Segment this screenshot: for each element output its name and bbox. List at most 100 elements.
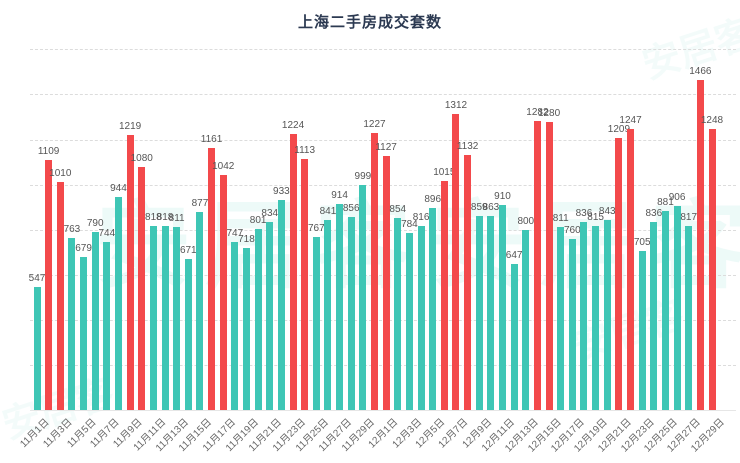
bar-value-label: 815 [587, 212, 604, 224]
bar-value-label: 877 [191, 198, 209, 210]
bar-value-label: 784 [401, 219, 418, 231]
bar-value-label: 1127 [375, 142, 397, 153]
bar-11月10日 [138, 166, 146, 410]
bar-value-label: 679 [75, 242, 92, 254]
bar-12月25日 [661, 211, 669, 410]
bar-12月9日 [475, 216, 483, 410]
bar-12月19日 [592, 226, 600, 410]
bar-value-label: 910 [494, 190, 511, 202]
bar-11月12日 [161, 225, 169, 410]
bar-12月29日 [708, 128, 716, 410]
bar-value-label: 1248 [700, 114, 724, 126]
bar-12月22日 [627, 128, 635, 410]
bar-11月7日 [103, 242, 111, 410]
bar-11月14日 [184, 258, 192, 410]
bar-11月24日 [301, 159, 309, 410]
bar-12月15日 [545, 121, 553, 410]
bar-value-label: 1109 [37, 146, 60, 158]
bar-value-label: 747 [226, 227, 244, 239]
bar-value-label: 705 [633, 237, 651, 249]
bar-11月28日 [347, 217, 355, 410]
bar-12月10日 [487, 215, 495, 410]
bar-12月5日 [429, 208, 437, 410]
bar-value-label: 834 [261, 208, 279, 220]
bar-12月3日 [405, 233, 413, 410]
bar-12月14日 [533, 121, 541, 410]
bar-value-label: 811 [552, 213, 569, 225]
bar-value-label: 843 [598, 206, 616, 217]
bar-11月30日 [371, 133, 378, 410]
bar-value-label: 816 [412, 212, 430, 224]
bar-value-label: 1282 [526, 107, 549, 119]
bar-11月6日 [91, 231, 99, 410]
bar-11月9日 [126, 135, 134, 410]
bar-value-label: 896 [424, 194, 442, 206]
bar-11月25日 [312, 237, 320, 410]
bar-value-label: 841 [319, 206, 337, 218]
bar-value-label: 800 [517, 215, 535, 227]
bar-12月13日 [522, 229, 530, 410]
bar-value-label: 547 [28, 272, 46, 284]
bar-11月11日 [149, 225, 157, 410]
bar-12月16日 [557, 227, 565, 410]
bar-value-label: 881 [657, 197, 674, 209]
bar-value-label: 1113 [294, 145, 316, 157]
bar-12月23日 [638, 251, 646, 410]
bar-11月17日 [219, 175, 227, 410]
bar-12月2日 [394, 217, 402, 410]
bar-value-label: 763 [63, 224, 81, 236]
bar-value-label: 1280 [537, 107, 561, 119]
bar-value-label: 818 [145, 211, 162, 223]
bar-11月15日 [196, 212, 204, 410]
bar-value-label: 811 [168, 213, 185, 225]
chart-title: 上海二手房成交套数 [297, 14, 442, 31]
bar-value-label: 1227 [363, 119, 386, 131]
bar-12月26日 [673, 205, 681, 410]
bar-12月12日 [510, 264, 518, 410]
bar-11月29日 [359, 184, 367, 410]
bar-11月5日 [80, 256, 88, 410]
bar-11月1日 [33, 286, 41, 410]
bar-11月20日 [254, 229, 262, 410]
bar-value-label: 836 [645, 207, 663, 219]
bar-value-label: 647 [505, 250, 523, 262]
bar-value-label: 818 [156, 211, 174, 223]
bar-12月18日 [580, 221, 588, 410]
bar-11月13日 [173, 227, 181, 410]
bar-value-label: 1466 [689, 65, 712, 77]
bar-11月21日 [266, 222, 274, 410]
gridline [30, 49, 736, 51]
bar-11月26日 [324, 220, 332, 410]
bar-value-label: 1132 [456, 140, 479, 152]
bar-value-label: 1219 [118, 121, 142, 133]
bar-12月24日 [650, 221, 658, 410]
bar-11月16日 [208, 148, 216, 410]
bar-value-label: 933 [273, 185, 290, 197]
bar-value-label: 790 [86, 217, 104, 229]
bar-value-label: 1247 [619, 114, 642, 126]
bar-value-label: 854 [389, 203, 407, 215]
bar-11月22日 [277, 199, 285, 410]
bar-value-label: 1042 [212, 161, 235, 173]
bar-12月7日 [452, 114, 460, 410]
bar-12月28日 [696, 79, 704, 410]
bar-value-label: 836 [575, 207, 593, 219]
bar-12月11日 [499, 204, 507, 410]
bar-value-label: 718 [238, 234, 255, 246]
bar-11月27日 [336, 204, 344, 410]
bar-12月20日 [603, 220, 611, 410]
bar-11月19日 [242, 248, 250, 410]
bar-value-label: 1161 [200, 134, 223, 146]
bar-12月17日 [568, 238, 576, 410]
bar-value-label: 906 [668, 191, 686, 203]
bar-value-label: 1312 [444, 100, 468, 112]
bar-value-label: 671 [179, 244, 197, 256]
bar-value-label: 856 [342, 203, 360, 215]
bar-12月6日 [440, 181, 448, 410]
gridline [30, 139, 736, 141]
bar-12月1日 [382, 156, 390, 410]
bar-11月8日 [114, 197, 122, 410]
bar-value-label: 944 [110, 183, 127, 195]
bar-12月27日 [685, 225, 693, 410]
